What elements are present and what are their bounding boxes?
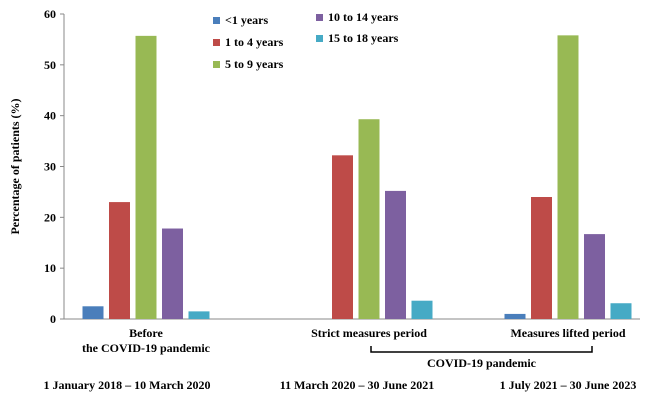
legend-label: 5 to 9 years [225,57,284,71]
bar [611,303,632,319]
bar [584,234,605,319]
y-tick-label: 30 [44,160,56,174]
bar [412,301,433,319]
bar [359,119,380,319]
x-category-label: Strict measures period [311,326,427,340]
legend-label: 15 to 18 years [328,31,399,45]
period-label: 11 March 2020 – 30 June 2021 [280,378,434,392]
bar [505,314,526,319]
x-category-label: Measures lifted period [510,326,625,340]
bar [83,306,104,319]
y-tick-label: 0 [50,312,56,326]
bar [385,191,406,319]
legend-swatch [213,39,220,46]
x-category-label: the COVID-19 pandemic [82,341,211,355]
bar [189,311,210,319]
legend-swatch [316,14,323,21]
legend-swatch [213,17,220,24]
legend-swatch [213,61,220,68]
bracket-label: COVID-19 pandemic [427,356,537,370]
legend: <1 years 1 to 4 years 5 to 9 years 10 to 14… [213,10,399,71]
bar [136,36,157,319]
pandemic-bracket [371,346,592,352]
y-tick-label: 20 [44,210,56,224]
period-label: 1 January 2018 – 10 March 2020 [43,378,210,392]
bar [332,155,353,319]
legend-label: 10 to 14 years [328,10,399,24]
legend-label: <1 years [225,13,268,27]
bar [531,197,552,319]
y-axis-label: Percentage of patients (%) [8,98,22,234]
period-label: 1 July 2021 – 30 June 2023 [500,378,637,392]
bar [109,202,130,319]
legend-label: 1 to 4 years [225,35,284,49]
y-tick-label: 10 [44,261,56,275]
bar [558,35,579,319]
x-category-label: Before [129,326,163,340]
y-tick-label: 60 [44,7,56,21]
y-tick-label: 40 [44,109,56,123]
bar [162,229,183,319]
legend-swatch [316,35,323,42]
y-tick-label: 50 [44,58,56,72]
bars-group [83,35,632,319]
